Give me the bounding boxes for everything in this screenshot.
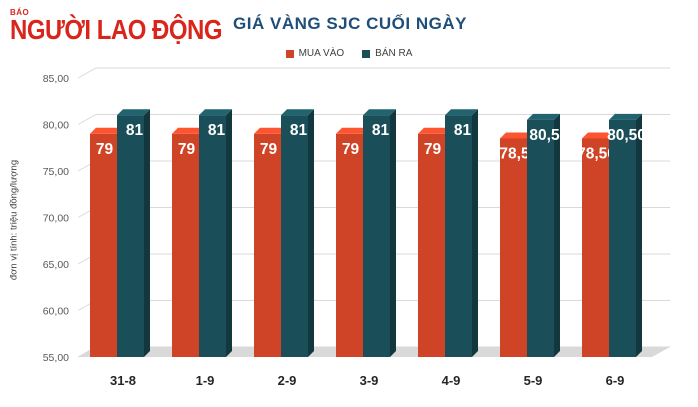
bar-top — [609, 113, 642, 120]
bar-side — [144, 109, 150, 357]
data-label: 81 — [290, 122, 308, 139]
bar-side — [554, 113, 560, 357]
data-label: 81 — [208, 122, 226, 139]
bar-mua-vao — [418, 133, 445, 357]
data-label: 78,5 — [499, 145, 530, 162]
logo-small-text: BÁO — [10, 8, 30, 17]
y-tick-label: 55,00 — [43, 352, 69, 364]
data-label: 79 — [178, 141, 196, 158]
bar-top — [172, 127, 205, 134]
data-label: 80,50 — [607, 127, 646, 144]
x-tick-label: 2-9 — [278, 373, 297, 388]
bar-mua-vao — [172, 133, 199, 357]
y-tick-label: 85,00 — [43, 73, 69, 85]
bar-top — [90, 127, 123, 134]
bar-ban-ra — [445, 115, 472, 357]
data-label: 79 — [424, 141, 442, 158]
x-tick-label: 6-9 — [606, 373, 625, 388]
legend-swatch-buy — [285, 49, 294, 58]
gridline — [77, 114, 670, 125]
gridline — [77, 67, 670, 79]
bar-top — [418, 127, 451, 134]
legend-swatch-sell — [362, 49, 371, 58]
data-label: 78,50 — [577, 145, 616, 162]
bar-top — [363, 109, 396, 116]
chart-title: GIÁ VÀNG SJC CUỐI NGÀY — [233, 14, 467, 33]
bar-mua-vao — [254, 133, 281, 357]
bar-ban-ra — [609, 119, 636, 357]
x-tick-label: 4-9 — [442, 373, 461, 388]
bar-ban-ra — [199, 115, 226, 357]
bar-top — [254, 127, 287, 134]
bar-top — [445, 109, 478, 116]
bar-top — [199, 109, 232, 116]
bar-side — [472, 109, 478, 357]
bar-mua-vao — [582, 138, 609, 357]
legend-item-buy: MUA VÀO — [285, 48, 345, 59]
legend-label-buy: MUA VÀO — [298, 48, 345, 59]
y-tick-label: 60,00 — [43, 306, 69, 318]
data-label: 81 — [454, 122, 472, 139]
bar-top — [281, 109, 314, 116]
legend-item-sell: BÁN RA — [362, 48, 412, 59]
bar-mua-vao — [90, 133, 117, 357]
y-tick-label: 75,00 — [43, 166, 69, 178]
bar-ban-ra — [281, 115, 308, 357]
bar-side — [226, 109, 232, 357]
x-tick-label: 31-8 — [110, 373, 136, 388]
y-tick-label: 65,00 — [43, 259, 69, 271]
data-label: 80,5 — [529, 127, 560, 144]
x-tick-label: 3-9 — [360, 373, 379, 388]
y-tick-label: 70,00 — [43, 213, 69, 225]
newspaper-logo: BÁO NGƯỜI LAO ĐỘNG — [10, 8, 223, 48]
bar-side — [390, 109, 396, 357]
data-label: 81 — [372, 122, 390, 139]
legend-label-sell: BÁN RA — [375, 48, 413, 59]
y-tick-label: 80,00 — [43, 120, 69, 132]
bar-ban-ra — [117, 115, 144, 357]
chart-legend: MUA VÀO BÁN RA — [0, 48, 698, 59]
x-tick-label: 5-9 — [524, 373, 543, 388]
bar-side — [308, 109, 314, 357]
bar-side — [636, 113, 642, 357]
bar-ban-ra — [363, 115, 390, 357]
bar-top — [336, 127, 369, 134]
x-tick-label: 1-9 — [196, 373, 215, 388]
bar-mua-vao — [336, 133, 363, 357]
bar-mua-vao — [500, 138, 527, 357]
bar-top — [582, 132, 615, 139]
logo-main-text: NGƯỜI LAO ĐỘNG — [10, 15, 223, 47]
data-label: 81 — [126, 122, 144, 139]
data-label: 79 — [342, 141, 360, 158]
bar-top — [500, 132, 533, 139]
bar-top — [117, 109, 150, 116]
bar-top — [527, 113, 560, 120]
data-label: 79 — [96, 141, 114, 158]
bar-ban-ra — [527, 119, 554, 357]
data-label: 79 — [260, 141, 278, 158]
